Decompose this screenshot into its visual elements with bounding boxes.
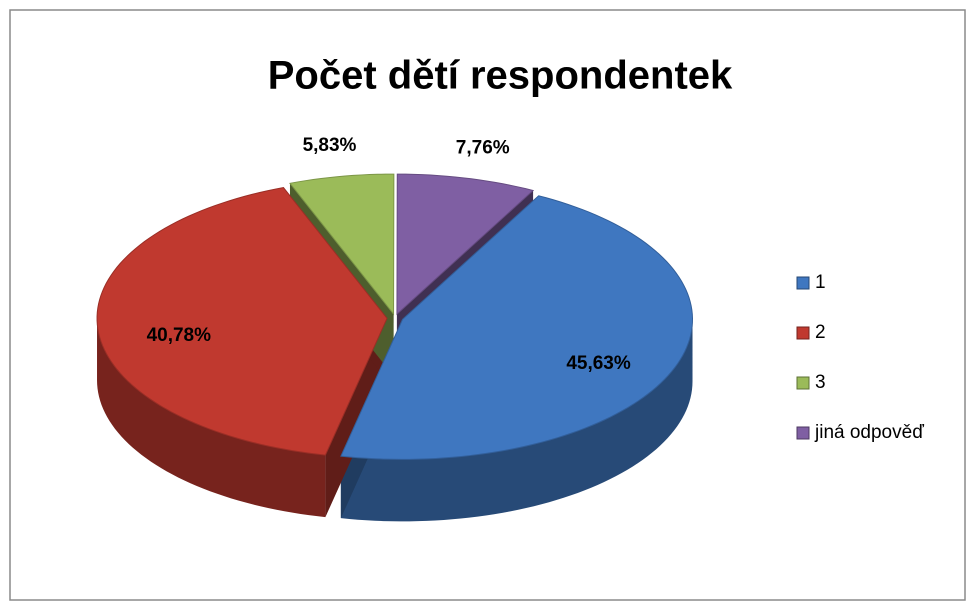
- legend-label: jiná odpověď: [814, 422, 924, 443]
- legend-label: 3: [815, 372, 826, 393]
- slice: [289, 173, 395, 316]
- legend-label: 1: [815, 272, 826, 293]
- data-label: 40,78%: [147, 325, 212, 346]
- data-label: 5,83%: [303, 135, 357, 156]
- slice: [96, 186, 388, 456]
- legend-label: 2: [815, 322, 826, 343]
- chart-title: Počet dětí respondentek: [268, 54, 733, 98]
- slice-edge: [325, 318, 388, 518]
- slice: [396, 173, 535, 316]
- legend-swatch: [796, 326, 810, 340]
- data-label: 45,63%: [566, 353, 631, 374]
- legend-swatch: [796, 426, 810, 440]
- slice: [340, 195, 694, 460]
- slice-side: [340, 319, 693, 522]
- data-label: 7,76%: [456, 137, 510, 158]
- legend-swatch: [796, 276, 810, 290]
- legend-swatch: [796, 376, 810, 390]
- slice-side: [97, 318, 326, 518]
